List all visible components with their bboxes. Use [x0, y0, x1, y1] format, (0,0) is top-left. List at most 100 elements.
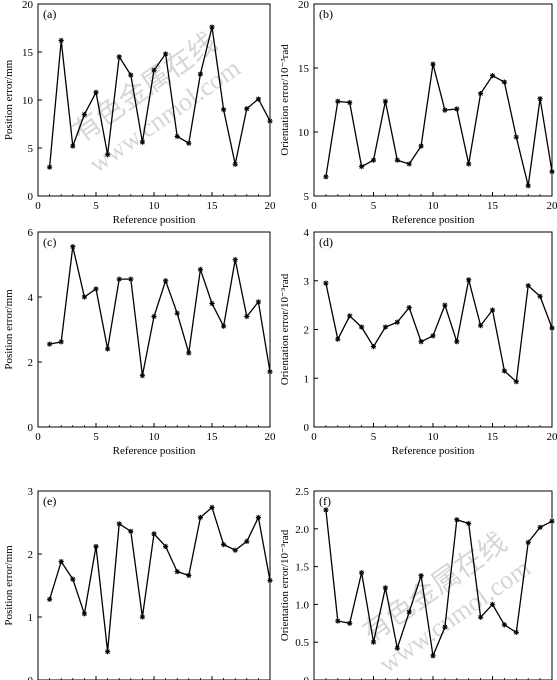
- x-tick-label: 20: [265, 431, 277, 443]
- data-point: [139, 373, 145, 379]
- data-point: [478, 614, 484, 620]
- panel-f: (f)0510152000.51.01.52.02.5Reference pos…: [279, 486, 555, 680]
- data-point: [116, 276, 122, 282]
- panel-e: (e)051015200123Reference positionPositio…: [3, 486, 273, 680]
- data-point: [513, 379, 519, 385]
- data-point: [139, 614, 145, 620]
- data-point: [489, 601, 496, 607]
- y-tick-label: 1.0: [295, 599, 309, 611]
- data-point: [513, 629, 519, 635]
- x-tick-label: 15: [207, 200, 219, 212]
- data-point: [232, 161, 238, 167]
- data-point: [58, 558, 64, 565]
- y-tick-label: 4: [28, 292, 34, 304]
- y-tick-label: 1: [28, 612, 34, 624]
- data-point: [255, 299, 261, 305]
- data-point: [47, 341, 53, 347]
- data-point: [151, 313, 157, 320]
- data-point: [174, 310, 180, 316]
- data-point: [370, 639, 377, 645]
- data-point: [478, 323, 484, 329]
- data-point: [47, 164, 53, 170]
- y-tick-label: 0: [28, 422, 34, 434]
- data-point: [128, 72, 134, 78]
- data-point: [174, 133, 180, 140]
- y-tick-label: 2: [28, 549, 34, 561]
- data-point: [151, 531, 157, 537]
- data-point: [418, 573, 424, 579]
- data-point: [513, 134, 519, 140]
- data-point: [478, 91, 484, 97]
- data-point: [382, 585, 388, 591]
- data-point: [418, 143, 424, 149]
- x-tick-label: 5: [93, 431, 99, 443]
- y-tick-label: 0: [304, 675, 310, 680]
- data-point: [47, 596, 53, 602]
- data-point: [454, 106, 460, 112]
- data-point: [501, 368, 507, 374]
- data-point: [347, 313, 353, 319]
- data-point: [163, 543, 169, 550]
- data-point: [466, 520, 472, 527]
- x-tick-label: 20: [265, 200, 277, 212]
- data-point: [209, 300, 215, 307]
- data-point: [335, 98, 341, 104]
- y-tick-label: 0: [28, 675, 34, 680]
- data-point: [244, 106, 250, 112]
- data-point: [466, 277, 472, 283]
- x-tick-label: 0: [311, 431, 317, 443]
- data-point: [454, 339, 460, 345]
- series-line: [48, 506, 271, 652]
- data-point: [323, 507, 329, 513]
- data-point: [70, 143, 76, 149]
- series-line: [325, 279, 553, 384]
- y-tick-label: 1.5: [295, 562, 309, 574]
- series-line: [49, 246, 271, 376]
- panel-label: (d): [319, 235, 333, 249]
- data-point: [442, 302, 448, 308]
- data-point: [537, 96, 543, 102]
- x-tick-label: 10: [428, 200, 440, 212]
- data-point: [267, 369, 273, 375]
- x-axis-label: Reference position: [392, 445, 475, 457]
- x-axis-label: Reference position: [113, 214, 196, 226]
- panel-label: (e): [43, 494, 56, 508]
- x-tick-label: 5: [371, 200, 377, 212]
- x-tick-label: 10: [149, 431, 161, 443]
- data-point: [151, 67, 157, 73]
- data-point: [128, 528, 134, 534]
- data-point: [442, 107, 448, 113]
- x-axis-label: Reference position: [392, 214, 475, 226]
- y-tick-label: 5: [304, 191, 310, 203]
- data-point: [163, 278, 169, 284]
- y-tick-label: 20: [22, 0, 34, 11]
- data-point: [525, 283, 531, 289]
- y-axis-label: Orientation error/10⁻³rad: [279, 273, 291, 385]
- data-point: [58, 37, 64, 44]
- panel-label: (c): [43, 235, 56, 249]
- x-tick-label: 20: [547, 200, 557, 212]
- y-tick-label: 0: [28, 191, 34, 203]
- data-point: [370, 343, 377, 350]
- panel-d: (d) 0 5 10 15 20 0 1 2 3 4 Reference position Orient…: [279, 227, 557, 457]
- data-point: [267, 577, 273, 584]
- data-point: [323, 280, 329, 286]
- data-point: [430, 653, 436, 659]
- data-point: [128, 276, 134, 282]
- series-line: [325, 509, 553, 659]
- y-tick-label: 3: [28, 486, 34, 498]
- data-point: [406, 609, 412, 615]
- x-tick-label: 5: [93, 200, 99, 212]
- data-point: [209, 504, 215, 510]
- data-point: [116, 521, 122, 527]
- data-point: [454, 517, 460, 523]
- x-tick-label: 15: [487, 200, 499, 212]
- data-point: [163, 51, 169, 57]
- data-point: [81, 111, 87, 117]
- data-point: [221, 541, 227, 548]
- data-point: [359, 570, 365, 576]
- data-point: [197, 266, 203, 272]
- y-axis-label: Orientation error/10⁻³rad: [279, 44, 291, 156]
- data-point: [105, 346, 111, 352]
- data-point: [382, 324, 388, 330]
